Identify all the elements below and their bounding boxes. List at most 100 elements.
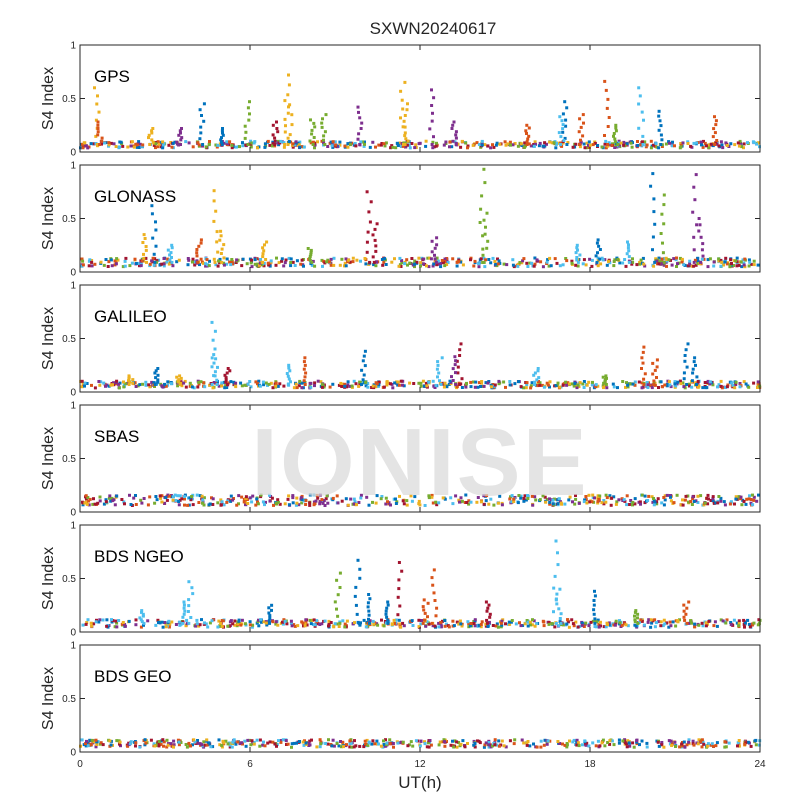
scatter-point: [220, 129, 224, 133]
scatter-point: [213, 260, 217, 264]
scatter-point: [363, 142, 366, 146]
scatter-point: [92, 497, 95, 501]
scatter-point: [737, 624, 741, 628]
scatter-point: [583, 739, 587, 743]
scatter-point: [592, 603, 596, 607]
scatter-point: [95, 740, 99, 744]
scatter-point: [390, 742, 394, 746]
scatter-point: [399, 145, 403, 148]
scatter-point: [430, 493, 434, 497]
scatter-point: [374, 145, 377, 149]
scatter-point: [202, 381, 206, 385]
scatter-point: [299, 262, 303, 266]
scatter-point: [155, 260, 159, 264]
scatter-point: [472, 743, 476, 747]
scatter-point: [508, 497, 512, 501]
scatter-point: [185, 618, 189, 622]
scatter-point: [616, 143, 620, 146]
scatter-point: [489, 383, 493, 387]
scatter-point: [177, 740, 181, 744]
scatter-point: [703, 381, 707, 384]
scatter-point: [322, 385, 326, 389]
scatter-point: [454, 359, 458, 363]
scatter-point: [94, 745, 98, 749]
scatter-point: [90, 264, 94, 268]
scatter-point: [454, 130, 458, 134]
scatter-point: [175, 260, 179, 264]
scatter-point: [335, 494, 339, 498]
scatter-point: [191, 260, 194, 264]
scatter-point: [722, 263, 725, 267]
y-tick-label: 0: [70, 508, 76, 519]
scatter-point: [588, 143, 592, 147]
scatter-point: [693, 198, 697, 202]
scatter-point: [115, 625, 119, 629]
scatter-point: [654, 257, 658, 261]
scatter-point: [142, 252, 145, 256]
scatter-point: [438, 379, 441, 383]
scatter-point: [288, 133, 292, 137]
scatter-point: [428, 127, 432, 131]
scatter-point: [221, 127, 224, 130]
scatter-point: [290, 742, 294, 746]
scatter-point: [235, 503, 239, 507]
scatter-point: [233, 619, 237, 623]
scatter-point: [212, 381, 216, 384]
scatter-point: [552, 141, 556, 145]
scatter-point: [642, 118, 645, 122]
scatter-point: [399, 625, 403, 629]
scatter-point: [547, 264, 551, 268]
scatter-point: [182, 612, 186, 616]
scatter-point: [593, 621, 597, 625]
scatter-point: [475, 500, 479, 504]
scatter-point: [625, 503, 629, 507]
scatter-point: [491, 383, 495, 386]
scatter-point: [268, 499, 272, 503]
scatter-point: [659, 133, 663, 137]
scatter-point: [405, 503, 409, 507]
scatter-point: [519, 385, 523, 389]
scatter-point: [717, 144, 721, 148]
scatter-point: [210, 320, 214, 324]
scatter-point: [455, 745, 459, 749]
y-axis-label: S4 Index: [40, 667, 57, 730]
scatter-point: [386, 500, 389, 504]
scatter-point: [177, 500, 181, 503]
scatter-point: [491, 744, 494, 748]
scatter-point: [403, 134, 407, 138]
scatter-point: [249, 385, 253, 389]
scatter-point: [699, 494, 703, 498]
scatter-point: [651, 361, 655, 365]
scatter-point: [88, 742, 92, 746]
scatter-point: [428, 256, 432, 260]
scatter-point: [633, 610, 637, 614]
scatter-point: [353, 594, 357, 598]
scatter-point: [178, 129, 182, 133]
scatter-point: [694, 363, 697, 367]
scatter-point: [686, 264, 690, 268]
scatter-point: [688, 259, 692, 263]
scatter-point: [109, 383, 113, 387]
scatter-point: [211, 503, 215, 506]
scatter-point: [372, 260, 376, 264]
scatter-point: [585, 501, 589, 505]
scatter-point: [733, 386, 737, 390]
scatter-point: [246, 738, 250, 742]
scatter-point: [202, 496, 206, 500]
scatter-point: [358, 143, 362, 146]
scatter-point: [312, 121, 316, 125]
scatter-point: [391, 742, 395, 745]
scatter-point: [645, 143, 649, 147]
scatter-point: [622, 498, 626, 502]
scatter-point: [742, 261, 746, 265]
scatter-point: [754, 743, 758, 747]
scatter-point: [323, 619, 327, 623]
scatter-point: [436, 375, 439, 379]
scatter-point: [346, 383, 350, 387]
scatter-point: [527, 134, 531, 138]
scatter-point: [237, 494, 241, 498]
scatter-point: [320, 258, 324, 262]
y-tick-label: 0.5: [62, 334, 76, 345]
scatter-point: [660, 145, 664, 148]
scatter-point: [701, 145, 705, 149]
